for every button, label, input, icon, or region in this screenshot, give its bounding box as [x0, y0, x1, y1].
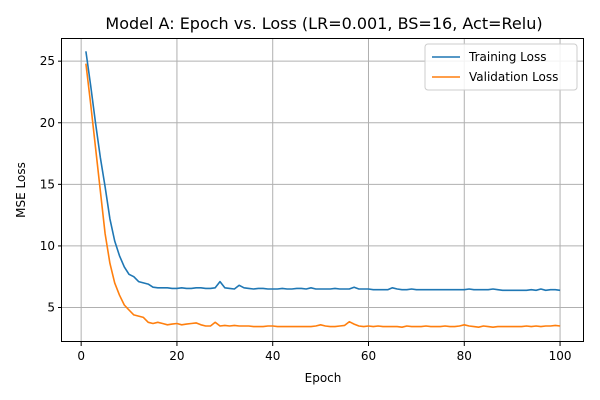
y-tick-label: 10: [40, 239, 55, 253]
x-tick-label: 40: [265, 349, 280, 363]
y-tick-label: 15: [40, 177, 55, 191]
series-line-validation-loss: [85, 63, 561, 329]
series-line-training-loss: [85, 51, 561, 292]
y-tick-label: 25: [40, 54, 55, 68]
plot-area-frame: [61, 38, 584, 342]
series-lines: [85, 51, 561, 329]
x-tick-label: 60: [361, 349, 376, 363]
legend-box: [424, 43, 578, 91]
x-tick-label: 100: [549, 349, 572, 363]
legend-label: Training Loss: [468, 50, 546, 64]
y-axis-label: MSE Loss: [14, 162, 28, 218]
y-tick-label: 20: [40, 116, 55, 130]
x-axis-label: Epoch: [305, 371, 342, 385]
legend: Training Loss Validation Loss: [424, 43, 578, 91]
chart-title: Model A: Epoch vs. Loss (LR=0.001, BS=16…: [105, 14, 542, 33]
y-tick-label: 5: [47, 301, 55, 315]
x-tick-label: 0: [77, 349, 85, 363]
axis-ticks: 0 20 40 60 80 100 5 10 15 20 25: [40, 54, 572, 363]
x-tick-label: 20: [169, 349, 184, 363]
legend-label: Validation Loss: [469, 70, 558, 84]
x-tick-label: 80: [457, 349, 472, 363]
